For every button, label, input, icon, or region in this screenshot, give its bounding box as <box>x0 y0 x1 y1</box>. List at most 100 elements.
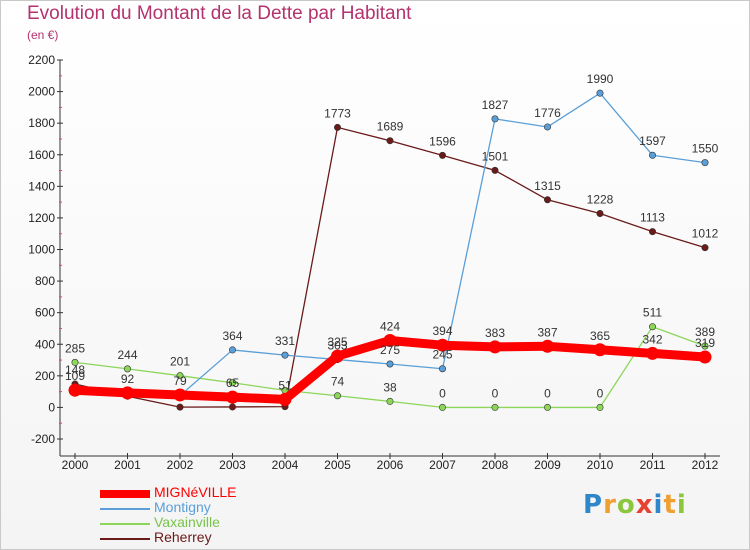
y-tick-label: 400 <box>35 337 55 351</box>
data-point <box>543 196 551 204</box>
data-label: 79 <box>173 374 187 388</box>
legend-swatch <box>100 508 150 510</box>
logo-letter: o <box>616 490 636 520</box>
data-point <box>491 403 499 411</box>
data-point <box>386 360 394 368</box>
data-point <box>176 372 184 380</box>
legend-label: Vaxainville <box>154 514 220 530</box>
data-label: 1012 <box>692 227 719 241</box>
y-tick-label: 200 <box>35 369 55 383</box>
data-point <box>386 137 394 145</box>
y-tick-label: 800 <box>35 274 55 288</box>
logo-letter: P <box>583 490 604 520</box>
data-label: 1550 <box>692 142 719 156</box>
data-label: 0 <box>492 386 499 400</box>
x-tick-label: 2009 <box>534 458 561 472</box>
data-point <box>438 151 446 159</box>
x-tick-label: 2001 <box>114 458 141 472</box>
data-point <box>383 333 397 347</box>
data-point <box>648 151 656 159</box>
data-label: 201 <box>170 355 190 369</box>
y-tick-label: 2000 <box>28 85 55 99</box>
x-tick-label: 2011 <box>640 458 666 472</box>
data-label: 342 <box>642 332 662 346</box>
chart-subtitle: (en €) <box>27 28 59 42</box>
x-tick-label: 2000 <box>62 458 89 472</box>
x-tick-label: 2010 <box>587 458 614 472</box>
data-label: 1315 <box>534 179 561 193</box>
data-label: 387 <box>537 325 557 339</box>
series-mign-ville <box>68 333 712 406</box>
data-label: 331 <box>275 334 295 348</box>
y-tick-label: 0 <box>48 400 55 414</box>
data-point <box>541 339 554 353</box>
data-point <box>124 365 132 373</box>
x-tick-label: 2008 <box>482 458 509 472</box>
data-point <box>593 343 607 357</box>
data-point <box>333 392 341 400</box>
y-tick-label: 2200 <box>28 53 55 67</box>
legend-swatch <box>100 538 150 540</box>
data-label: 383 <box>485 326 505 340</box>
data-point <box>173 388 187 402</box>
data-point <box>229 346 237 354</box>
data-point <box>648 228 656 236</box>
data-point <box>491 115 499 123</box>
data-label: 92 <box>121 372 135 386</box>
legend-swatch <box>100 523 150 525</box>
data-point <box>281 351 289 359</box>
data-label: 1773 <box>324 106 351 120</box>
data-label: 511 <box>643 306 662 320</box>
data-label: 389 <box>695 325 715 339</box>
data-label: 303 <box>327 339 347 353</box>
legend-swatch <box>100 490 150 498</box>
x-tick-label: 2005 <box>324 458 351 472</box>
data-point <box>333 123 341 131</box>
y-tick-label: 1600 <box>28 148 55 162</box>
data-point <box>596 403 604 411</box>
data-point <box>278 392 292 406</box>
data-label: 275 <box>380 343 400 357</box>
data-label: 0 <box>439 386 446 400</box>
data-label: 1501 <box>482 149 509 163</box>
data-label: 1990 <box>587 72 614 86</box>
data-label: 364 <box>222 329 242 343</box>
x-tick-label: 2006 <box>377 458 404 472</box>
data-label: 245 <box>432 348 452 362</box>
data-point <box>438 403 446 411</box>
data-point <box>226 390 239 404</box>
data-label: 285 <box>65 341 85 355</box>
data-point <box>229 403 237 411</box>
data-label: 1827 <box>482 98 509 112</box>
logo-letter: x <box>635 490 654 520</box>
data-point <box>543 123 551 131</box>
data-label: 319 <box>695 336 715 350</box>
logo-letter: r <box>603 490 617 520</box>
data-label: 0 <box>544 386 551 400</box>
data-point <box>491 166 499 174</box>
legend-label: MIGNéVILLE <box>154 484 237 500</box>
legend-label: Montigny <box>154 499 211 515</box>
y-tick-label: -200 <box>31 432 55 446</box>
data-point <box>701 342 709 350</box>
x-tick-label: 2004 <box>272 458 299 472</box>
y-tick-label: 1200 <box>28 211 55 225</box>
x-tick-label: 2002 <box>167 458 194 472</box>
x-tick-label: 2003 <box>219 458 246 472</box>
data-label: 51 <box>278 378 292 392</box>
data-point <box>229 379 237 387</box>
data-label: 148 <box>65 363 85 377</box>
y-tick-label: 1800 <box>28 116 55 130</box>
data-label: 74 <box>331 375 345 389</box>
data-point <box>646 346 659 360</box>
data-label: 365 <box>590 329 610 343</box>
data-point <box>698 350 712 364</box>
data-point <box>596 89 604 97</box>
data-label: 38 <box>383 380 397 394</box>
data-point <box>121 386 134 400</box>
data-label: 424 <box>380 319 400 333</box>
y-tick-label: 1000 <box>28 243 55 257</box>
data-label: 1776 <box>534 106 561 120</box>
